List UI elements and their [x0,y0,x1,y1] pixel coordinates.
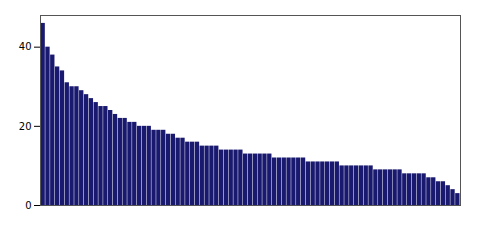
svg-text:0: 0 [25,200,31,211]
svg-text:40: 40 [19,41,32,52]
svg-text:20: 20 [19,121,32,132]
